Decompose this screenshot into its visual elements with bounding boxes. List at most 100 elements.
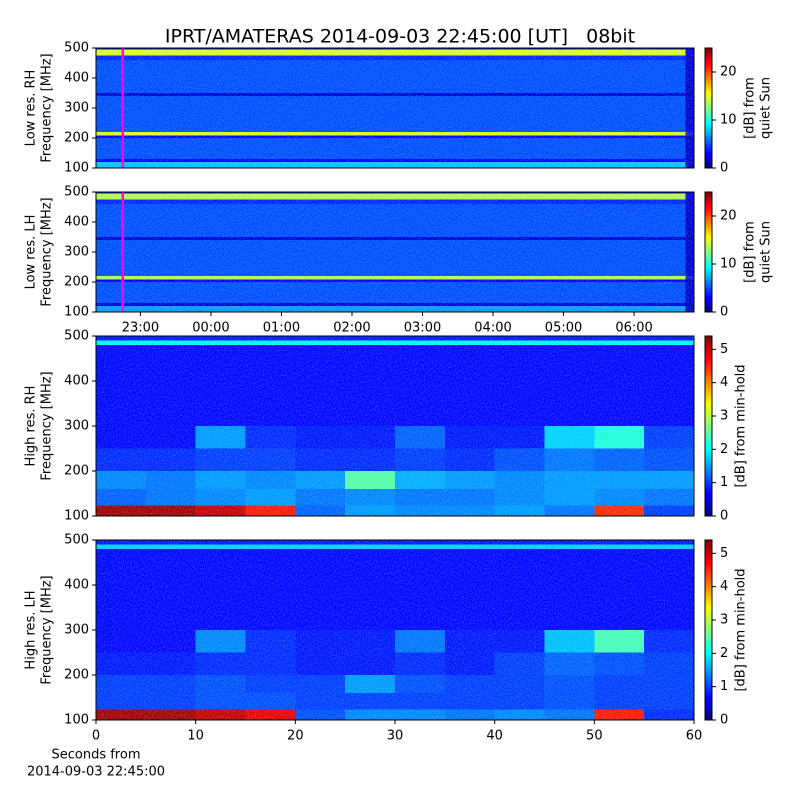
colorbar-step [705, 459, 712, 463]
colorbar-step [705, 274, 712, 277]
colorbar-step [705, 228, 712, 231]
colorbar-step [705, 510, 712, 514]
colorbar-step [705, 132, 712, 135]
colorbar-step [705, 158, 712, 161]
colorbar-step [705, 136, 712, 139]
colorbar-step [705, 618, 712, 622]
colorbar-step [705, 699, 712, 703]
colorbar-step [705, 339, 712, 343]
colorbar-step [705, 570, 712, 574]
colorbar-step [705, 260, 712, 263]
colorbar-step [705, 60, 712, 63]
noise-texture [96, 192, 694, 312]
colorbar-step [705, 648, 712, 652]
noise-texture [96, 540, 694, 720]
colorbar-step [705, 435, 712, 439]
y-tick-label: 100 [64, 161, 89, 176]
colorbar-step [705, 675, 712, 679]
colorbar-step [705, 597, 712, 601]
colorbar-step [705, 142, 712, 145]
colorbar-step [705, 483, 712, 487]
colorbar-step [705, 354, 712, 358]
x-tick-label: 40 [486, 729, 503, 744]
y-tick-label: 200 [64, 275, 89, 290]
colorbar-step [705, 465, 712, 469]
y-axis-label: Frequency [MHz] [40, 197, 55, 306]
x-axis-label: Seconds from [51, 748, 140, 763]
colorbar-step [705, 540, 712, 544]
colorbar-label: quiet Sun [759, 221, 774, 283]
colorbar-step [705, 268, 712, 271]
colorbar-step [705, 393, 712, 397]
x-tick-label: 01:00 [263, 321, 300, 336]
colorbar-step [705, 552, 712, 556]
colorbar-step [705, 663, 712, 667]
colorbar-step [705, 645, 712, 649]
colorbar-step [705, 696, 712, 700]
colorbar-step [705, 666, 712, 670]
colorbar-step [705, 651, 712, 655]
colorbar-step [705, 194, 712, 197]
colorbar-step [705, 420, 712, 424]
colorbar-step [705, 642, 712, 646]
colorbar-step [705, 360, 712, 364]
colorbar-step [705, 396, 712, 400]
colorbar-step [705, 296, 712, 299]
colorbar-step [705, 272, 712, 275]
y-tick-label: 400 [64, 578, 89, 593]
colorbar-step [705, 234, 712, 237]
colorbar-step [705, 96, 712, 99]
y-axis-label: Frequency [MHz] [40, 53, 55, 162]
colorbar-step [705, 134, 712, 137]
colorbar-step [705, 166, 712, 169]
colorbar-step [705, 252, 712, 255]
colorbar-step [705, 501, 712, 505]
colorbar-step [705, 208, 712, 211]
y-tick-label: 500 [64, 329, 89, 344]
colorbar-step [705, 68, 712, 71]
colorbar-step [705, 66, 712, 69]
colorbar-step [705, 104, 712, 107]
colorbar-step [705, 474, 712, 478]
colorbar-step [705, 288, 712, 291]
x-tick-label: 30 [387, 729, 404, 744]
colorbar-step [705, 254, 712, 257]
colorbar-tick-label: 1 [720, 679, 728, 694]
colorbar-step [705, 654, 712, 658]
y-tick-label: 300 [64, 101, 89, 116]
colorbar-step [705, 399, 712, 403]
colorbar-label: quiet Sun [759, 77, 774, 139]
colorbar-step [705, 256, 712, 259]
colorbar-step [705, 414, 712, 418]
colorbar-step [705, 262, 712, 265]
colorbar-step [705, 603, 712, 607]
colorbar-step [705, 429, 712, 433]
y-tick-label: 100 [64, 713, 89, 728]
colorbar-step [705, 300, 712, 303]
colorbar-step [705, 198, 712, 201]
colorbar-tick-label: 10 [720, 257, 737, 272]
colorbar-tick-label: 2 [720, 442, 728, 457]
colorbar-step [705, 453, 712, 457]
colorbar-step [705, 86, 712, 89]
colorbar-step [705, 363, 712, 367]
colorbar-step [705, 621, 712, 625]
colorbar-step [705, 468, 712, 472]
colorbar-step [705, 594, 712, 598]
y-tick-label: 200 [64, 464, 89, 479]
colorbar-step [705, 441, 712, 445]
colorbar-step [705, 639, 712, 643]
colorbar-step [705, 345, 712, 349]
colorbar-step [705, 54, 712, 57]
colorbar-step [705, 206, 712, 209]
colorbar-step [705, 681, 712, 685]
colorbar-step [705, 270, 712, 273]
colorbar-step [705, 717, 712, 721]
colorbar-step [705, 444, 712, 448]
colorbar-step [705, 582, 712, 586]
colorbar-step [705, 702, 712, 706]
colorbar-tick-label: 1 [720, 475, 728, 490]
colorbar-step [705, 495, 712, 499]
colorbar-step [705, 116, 712, 119]
